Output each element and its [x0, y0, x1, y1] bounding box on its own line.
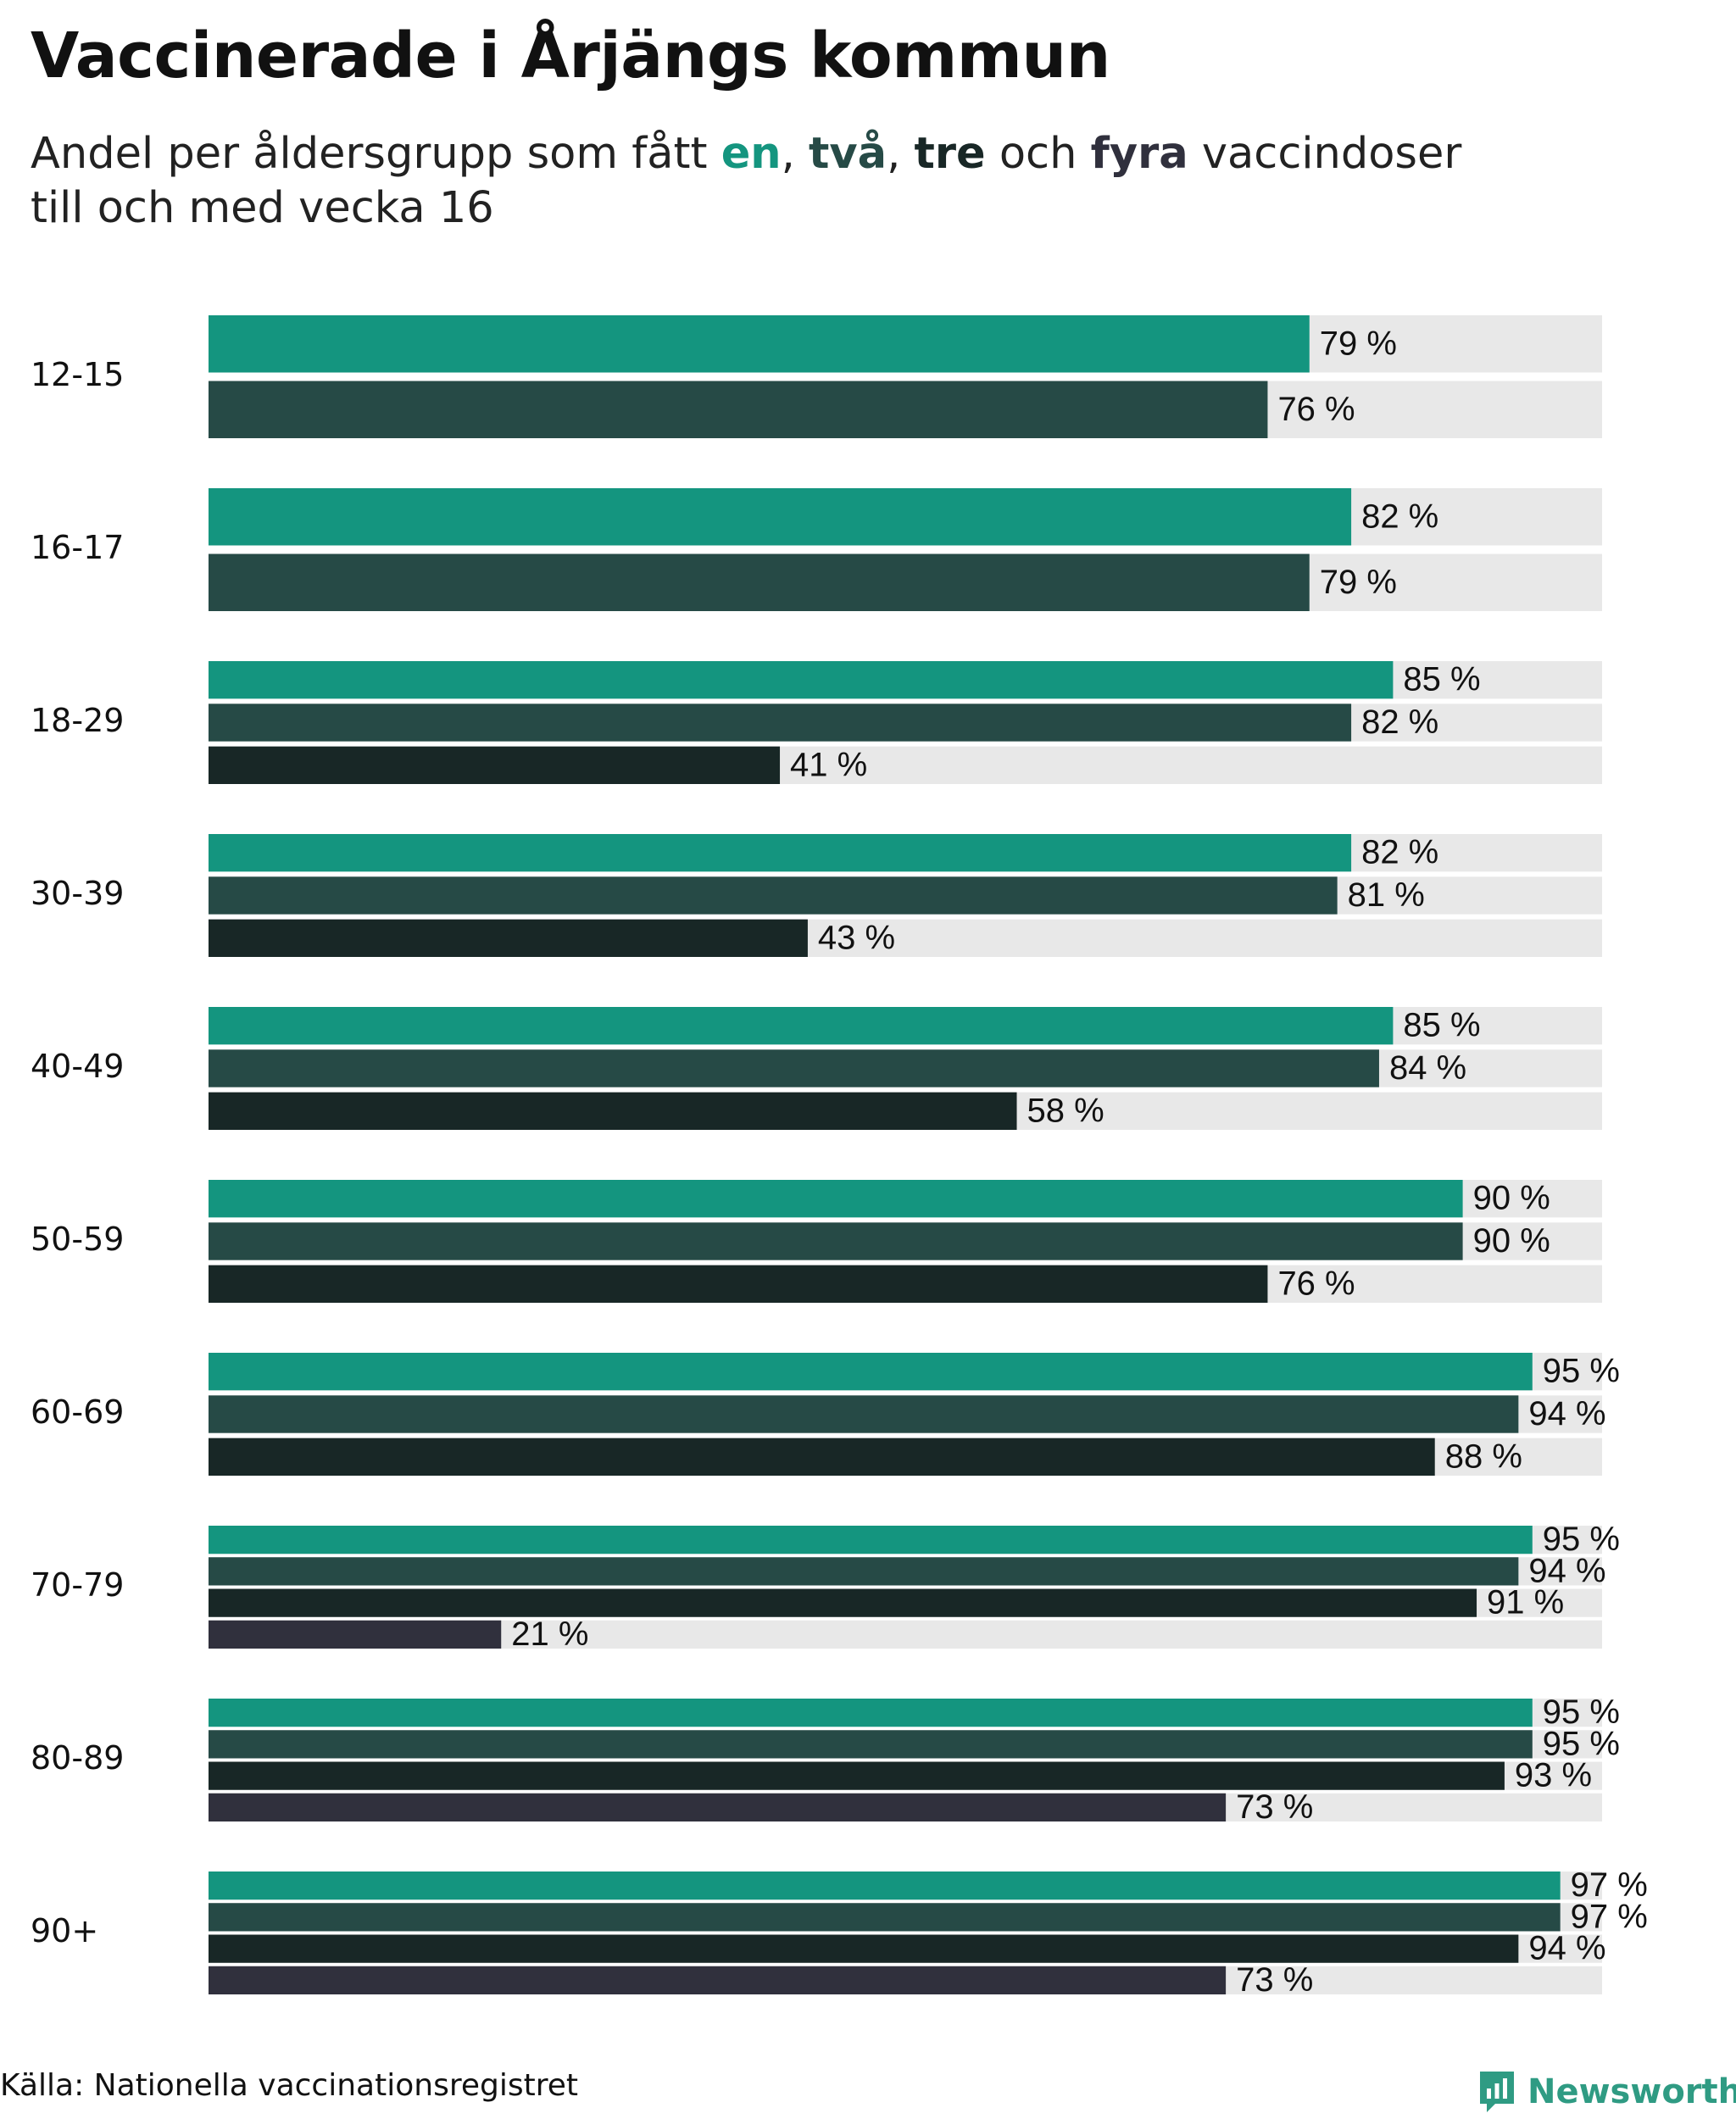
value-label: 58 % [1027, 1092, 1104, 1129]
legend-dose1: en [721, 129, 782, 179]
subtitle-sep3: och [985, 129, 1091, 179]
bar-dose1 [209, 1872, 1561, 1900]
bar-dose3 [209, 1588, 1477, 1617]
bar-dose3 [209, 1438, 1435, 1476]
category-label: 60-69 [31, 1393, 124, 1431]
value-label: 73 % [1236, 1788, 1313, 1826]
bar-dose3 [209, 1092, 1017, 1130]
chart-title: Vaccinerade i Årjängs kommun [31, 19, 1110, 92]
value-label: 95 % [1543, 1694, 1620, 1731]
value-label: 95 % [1543, 1521, 1620, 1558]
bar-dose2 [209, 1049, 1379, 1087]
bar-dose1 [209, 1180, 1463, 1218]
value-label: 43 % [818, 919, 895, 956]
value-label: 82 % [1361, 498, 1438, 535]
chart-subtitle: Andel per åldersgrupp som fått en, två, … [31, 127, 1641, 236]
value-label: 95 % [1543, 1725, 1620, 1762]
bar-dose2 [209, 1557, 1519, 1586]
value-label: 81 % [1348, 876, 1425, 914]
category-label: 50-59 [31, 1221, 124, 1258]
value-label: 82 % [1361, 704, 1438, 741]
category-label: 30-39 [31, 875, 124, 912]
bar-dose3 [209, 1761, 1505, 1790]
value-label: 84 % [1389, 1049, 1466, 1087]
value-label: 76 % [1277, 391, 1355, 428]
category-label: 70-79 [31, 1566, 124, 1604]
subtitle-sep2: , [887, 129, 915, 179]
bar-dose4 [209, 1793, 1227, 1821]
legend-dose4: fyra [1090, 129, 1188, 179]
category-label: 12-15 [31, 356, 124, 393]
value-label: 94 % [1528, 1930, 1605, 1967]
bar-dose1 [209, 1699, 1533, 1727]
subtitle-sep1: , [781, 129, 810, 179]
bar-dose4 [209, 1966, 1227, 1994]
value-label: 93 % [1515, 1757, 1592, 1794]
value-label: 79 % [1320, 564, 1397, 601]
category-label: 40-49 [31, 1048, 124, 1085]
bar-dose2 [209, 704, 1352, 742]
bar-dose1 [209, 488, 1352, 546]
legend-dose3: tre [914, 129, 986, 179]
value-label: 41 % [790, 746, 867, 783]
bar-dose1 [209, 1007, 1394, 1045]
value-label: 85 % [1403, 661, 1480, 698]
bar-dose2 [209, 1730, 1533, 1759]
value-label: 73 % [1236, 1961, 1313, 1999]
legend-dose2: två [809, 129, 887, 179]
brand-name: Newsworthy [1527, 2072, 1736, 2111]
bar-dose2 [209, 1222, 1463, 1260]
value-label: 95 % [1543, 1353, 1620, 1390]
bar-dose3 [209, 1265, 1268, 1303]
value-label: 94 % [1528, 1552, 1605, 1589]
bar-dose3 [209, 919, 808, 957]
value-label: 82 % [1361, 834, 1438, 871]
value-label: 94 % [1528, 1395, 1605, 1432]
value-label: 97 % [1571, 1866, 1648, 1904]
value-label: 97 % [1571, 1898, 1648, 1935]
bar-dose1 [209, 1353, 1533, 1391]
bar-dose2 [209, 1903, 1561, 1932]
brand-logo: Newsworthy [1477, 2068, 1736, 2116]
value-label: 21 % [511, 1616, 588, 1653]
value-label: 88 % [1445, 1438, 1522, 1475]
value-label: 90 % [1473, 1222, 1550, 1260]
bar-dose2 [209, 876, 1338, 915]
bar-dose3 [209, 746, 781, 784]
category-label: 18-29 [31, 702, 124, 739]
bar-dose1 [209, 315, 1310, 373]
newsworthy-logo-icon [1480, 2072, 1514, 2112]
bar-dose2 [209, 1395, 1519, 1433]
category-label: 16-17 [31, 529, 124, 566]
bar-dose1 [209, 1526, 1533, 1554]
subtitle-suffix: vaccindoser [1188, 129, 1462, 179]
bar-chart: 12-15 79 % 76 % 16-17 82 % 79 % 18-29 85 % 82 % 4… [31, 315, 1648, 1999]
category-label: 90+ [31, 1912, 98, 1949]
value-label: 79 % [1320, 325, 1397, 362]
value-label: 85 % [1403, 1007, 1480, 1044]
subtitle-line2: till och med vecka 16 [31, 183, 494, 233]
bar-dose2 [209, 381, 1268, 438]
category-label: 80-89 [31, 1739, 124, 1777]
value-label: 76 % [1277, 1265, 1355, 1302]
bar-dose3 [209, 1934, 1519, 1963]
bar-dose1 [209, 834, 1352, 872]
source-note: Källa: Nationella vaccinationsregistret [0, 2068, 578, 2103]
value-label: 90 % [1473, 1180, 1550, 1217]
bar-dose1 [209, 661, 1394, 699]
bar-dose2 [209, 553, 1310, 611]
subtitle-prefix: Andel per åldersgrupp som fått [31, 129, 721, 179]
bar-dose4 [209, 1620, 502, 1649]
value-label: 91 % [1487, 1584, 1564, 1621]
